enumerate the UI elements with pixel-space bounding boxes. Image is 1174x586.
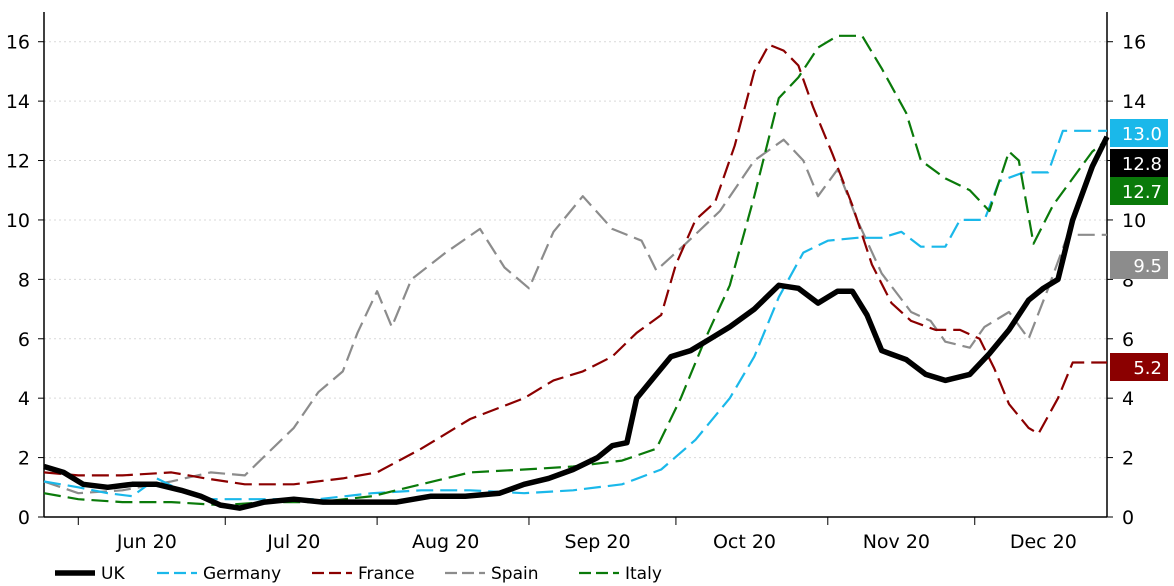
y-tick-label-right: 16: [1122, 32, 1146, 54]
gridlines: [44, 41, 1107, 459]
series-line-italy: [43, 34, 1108, 507]
y-tick-label-right: 0: [1122, 507, 1134, 529]
legend-label-france: France: [358, 564, 415, 584]
x-tick-label: Aug 20: [412, 531, 479, 553]
legend-label-uk: UK: [101, 564, 125, 584]
end-value-labels: 13.0 12.8 12.7 9.5 5.2: [1110, 119, 1168, 381]
series-line-france: [43, 43, 1107, 486]
legend-label-germany: Germany: [203, 564, 281, 584]
y-tick-label-left: 14: [6, 91, 30, 113]
x-tick-label: Jun 20: [116, 531, 177, 553]
end-label-italy: 12.7: [1122, 182, 1162, 203]
y-tick-label-right: 2: [1122, 448, 1134, 470]
y-tick-label-left: 0: [18, 507, 30, 529]
x-axis: Jun 20 Jul 20 Aug 20 Sep 20 Oct 20 Nov 20 Dec …: [44, 516, 1107, 553]
left-y-axis: 0 2 4 6 8 10 12 14 16: [6, 12, 45, 529]
x-tick-label: Dec 20: [1010, 531, 1077, 553]
x-tick-label: Nov 20: [863, 531, 930, 553]
y-tick-label-left: 8: [18, 269, 30, 291]
y-tick-label-left: 6: [18, 329, 30, 351]
y-tick-label-left: 12: [6, 151, 30, 173]
end-label-box-italy: [1110, 177, 1168, 205]
end-label-box-france: [1110, 353, 1168, 381]
end-label-box-germany: [1110, 119, 1168, 147]
y-tick-label-right: 6: [1122, 329, 1134, 351]
x-tick-label: Sep 20: [565, 531, 631, 553]
x-tick-label: Oct 20: [713, 531, 776, 553]
series-lines: [43, 34, 1110, 511]
y-tick-label-left: 2: [18, 448, 30, 470]
y-tick-label-left: 16: [6, 32, 30, 54]
legend-label-italy: Italy: [625, 564, 662, 584]
y-tick-label-left: 10: [6, 210, 30, 232]
y-tick-label-right: 10: [1122, 210, 1146, 232]
series-line-spain: [43, 138, 1107, 495]
y-tick-label-right: 14: [1122, 91, 1146, 113]
end-label-box-spain: [1110, 251, 1168, 279]
end-label-germany: 13.0: [1122, 124, 1162, 145]
legend: UK Germany France Spain Italy: [55, 564, 662, 584]
series-line-uk: [43, 135, 1110, 511]
end-label-uk: 12.8: [1122, 154, 1162, 175]
legend-label-spain: Spain: [491, 564, 539, 584]
end-label-box-uk: [1110, 149, 1168, 177]
y-tick-label-left: 4: [18, 388, 30, 410]
x-tick-label: Jul 20: [266, 531, 320, 553]
end-label-france: 5.2: [1133, 358, 1162, 379]
end-label-spain: 9.5: [1133, 256, 1162, 277]
series-line-germany: [43, 129, 1107, 501]
y-tick-label-right: 4: [1122, 388, 1134, 410]
